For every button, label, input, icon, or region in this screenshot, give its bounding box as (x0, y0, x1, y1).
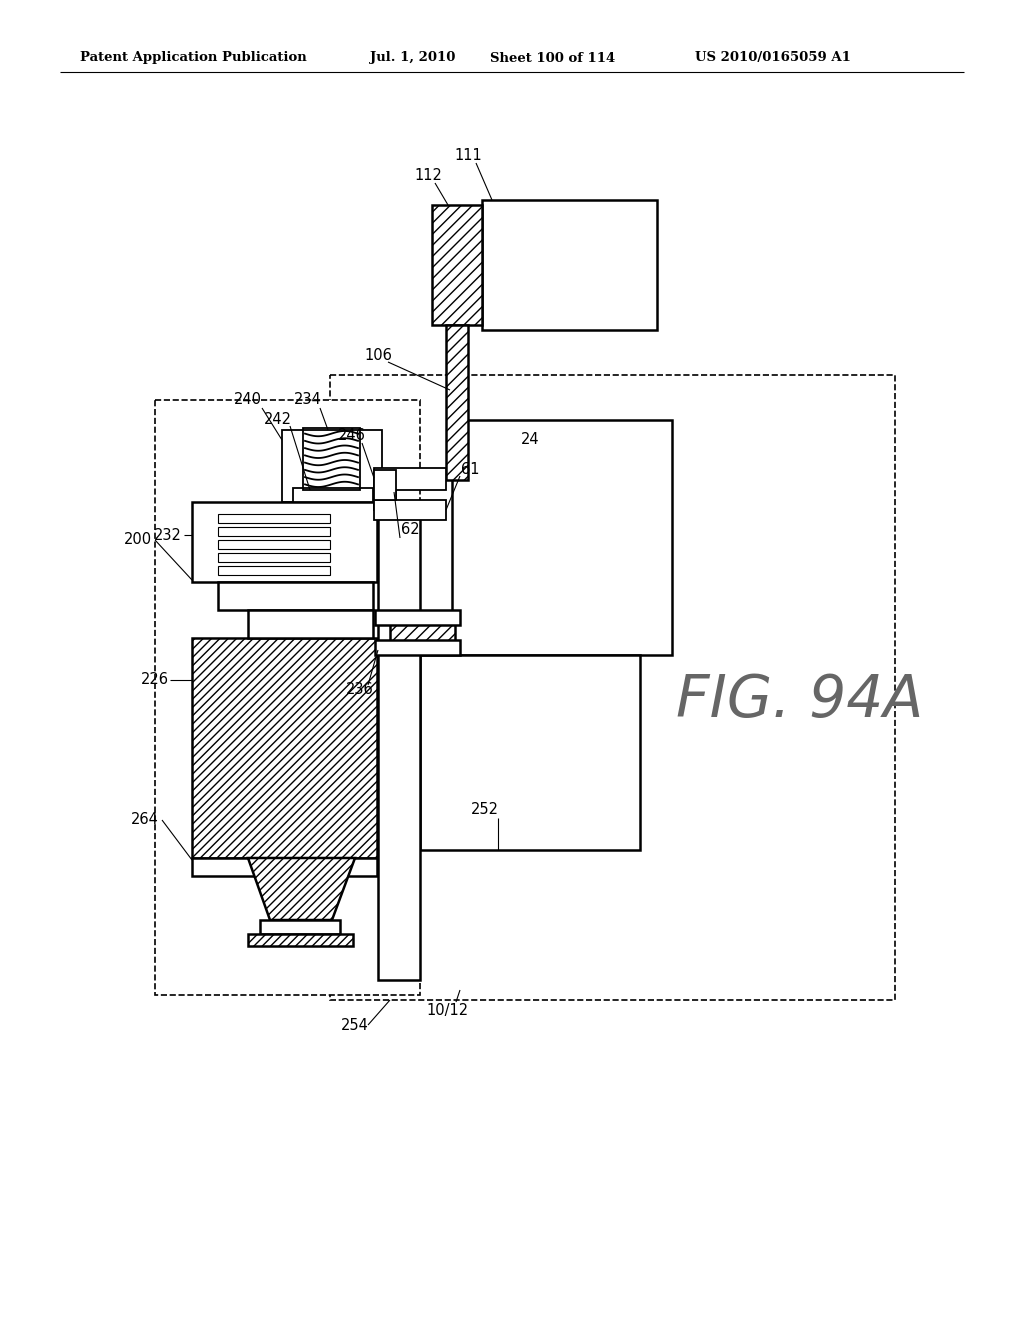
Bar (374, 469, 446, 490)
Bar (452, 420, 672, 655)
Bar (218, 566, 330, 576)
Text: 200: 200 (124, 532, 152, 548)
Text: 264: 264 (131, 813, 159, 828)
Bar (482, 201, 657, 330)
Text: US 2010/0165059 A1: US 2010/0165059 A1 (695, 51, 851, 65)
Text: 240: 240 (234, 392, 262, 408)
Text: Patent Application Publication: Patent Application Publication (80, 51, 307, 65)
Text: 234: 234 (294, 392, 322, 408)
Text: 106: 106 (365, 347, 392, 363)
Bar (446, 325, 468, 480)
Bar (155, 400, 420, 995)
Bar (375, 640, 460, 655)
Bar (293, 488, 373, 502)
Bar (218, 513, 330, 523)
Text: 254: 254 (341, 1018, 369, 1032)
Text: 242: 242 (264, 412, 292, 428)
Text: 111: 111 (454, 148, 482, 162)
Bar (378, 510, 420, 979)
Bar (218, 553, 330, 562)
Bar (218, 582, 373, 610)
Text: 246: 246 (338, 428, 366, 442)
Bar (282, 430, 382, 502)
Bar (420, 655, 640, 850)
Bar (375, 610, 460, 624)
Bar (303, 428, 360, 490)
Bar (248, 935, 353, 946)
Text: Sheet 100 of 114: Sheet 100 of 114 (490, 51, 615, 65)
Bar (218, 527, 330, 536)
Bar (193, 858, 377, 876)
Polygon shape (248, 858, 355, 920)
Text: 62: 62 (400, 523, 419, 537)
Bar (374, 500, 446, 520)
Text: 252: 252 (471, 803, 499, 817)
Bar (193, 502, 377, 582)
Bar (390, 615, 455, 645)
Text: 112: 112 (414, 168, 442, 182)
Text: Jul. 1, 2010: Jul. 1, 2010 (370, 51, 456, 65)
Bar (374, 490, 396, 510)
Bar (432, 205, 482, 325)
Text: 232: 232 (154, 528, 182, 543)
Text: 226: 226 (141, 672, 169, 688)
Bar (330, 375, 895, 1001)
Bar (218, 540, 330, 549)
Text: 61: 61 (461, 462, 479, 478)
Text: 24: 24 (520, 433, 540, 447)
Text: 236: 236 (346, 682, 374, 697)
Bar (248, 610, 373, 638)
Text: 10/12: 10/12 (427, 1002, 469, 1018)
Bar (374, 470, 396, 500)
Bar (193, 638, 377, 858)
Bar (260, 920, 340, 935)
Text: FIG. 94A: FIG. 94A (677, 672, 924, 729)
